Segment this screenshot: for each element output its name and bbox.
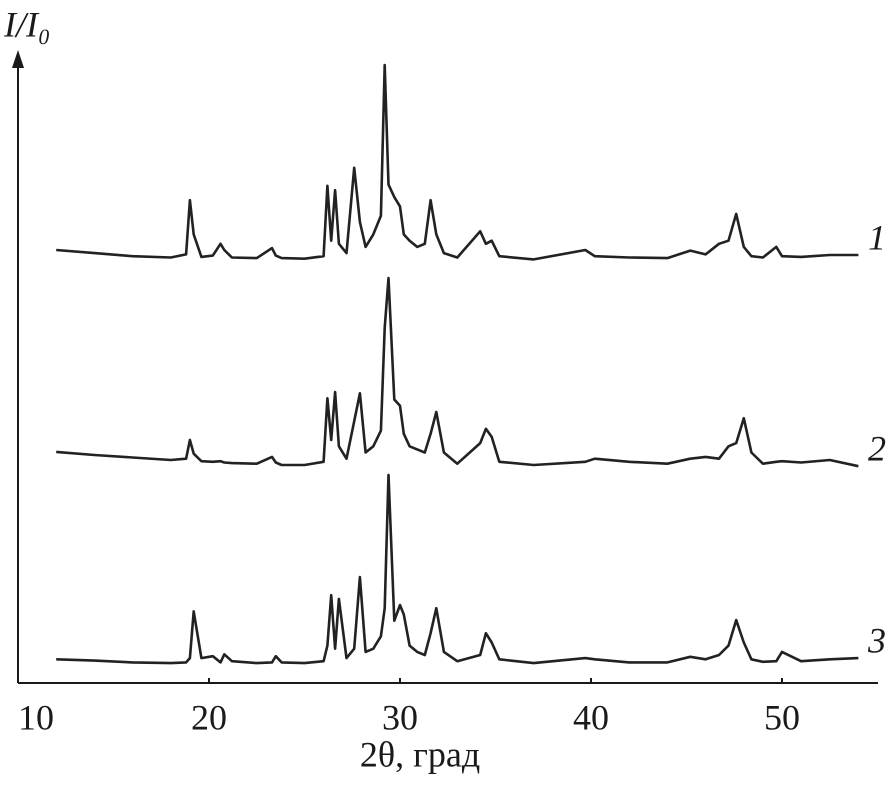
x-tick-label: 20	[191, 697, 227, 737]
x-tick-label: 40	[573, 697, 609, 737]
series-label: 3	[867, 620, 886, 660]
series-label: 2	[868, 428, 886, 468]
series-label: 1	[868, 217, 886, 257]
spectrum-line	[56, 63, 859, 261]
x-axis-label: 2θ, град	[360, 734, 480, 774]
y-axis-label: I/I₀	[3, 4, 51, 44]
x-tick-label: 50	[764, 697, 800, 737]
y-axis-arrow	[12, 50, 24, 68]
spectrum-line	[56, 473, 859, 665]
spectrum-line	[56, 276, 859, 468]
x-tick-label: 10	[18, 697, 54, 737]
x-tick-label: 30	[382, 697, 418, 737]
